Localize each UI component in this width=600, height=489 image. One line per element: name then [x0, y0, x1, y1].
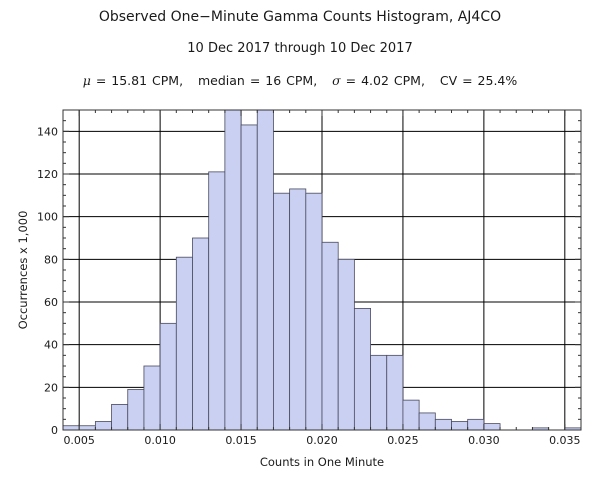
histogram-bar	[175, 256, 193, 431]
histogram-bar	[483, 423, 501, 431]
chart-subtitle: 10 Dec 2017 through 10 Dec 2017	[187, 41, 413, 56]
histogram-bar	[418, 412, 436, 431]
x-tick-labels: 0.005 0.010 0.015 0.020 0.025 0.030 0.035	[63, 434, 580, 447]
median-label: median	[197, 73, 245, 88]
mean-value: 15.81 CPM	[111, 73, 180, 88]
histogram-bar	[273, 192, 291, 431]
x-tick-label: 0.035	[549, 434, 581, 447]
median-value: 16 CPM	[265, 73, 314, 88]
histogram-bar	[467, 418, 485, 431]
histogram-bar	[94, 421, 112, 431]
histogram-bar	[370, 354, 388, 431]
histogram-bar	[208, 171, 226, 431]
cv-label: CV	[439, 73, 458, 88]
x-axis-label: Counts in One Minute	[260, 455, 384, 469]
x-tick-label: 0.010	[144, 434, 176, 447]
histogram-bar	[78, 425, 96, 431]
histogram-bar	[256, 109, 274, 431]
histogram-bar	[289, 188, 307, 431]
y-axis-label: Occurrences x 1,000	[16, 211, 30, 330]
y-tick-label: 120	[37, 168, 58, 181]
histogram-bars	[62, 109, 582, 431]
x-tick-label: 0.025	[387, 434, 419, 447]
y-tick-label: 20	[44, 381, 58, 394]
histogram-bar	[353, 307, 371, 431]
histogram-bar	[240, 124, 258, 431]
histogram-bar	[337, 258, 355, 431]
y-tick-label: 100	[37, 211, 58, 224]
grid-lines	[63, 110, 581, 430]
x-tick-label: 0.020	[306, 434, 338, 447]
histogram-bar	[143, 365, 161, 431]
histogram-bar	[111, 403, 129, 431]
histogram-bar	[159, 322, 177, 431]
histogram-bar	[402, 399, 420, 431]
histogram-bar	[434, 418, 452, 431]
chart-stats: μ = 15.81 CPM, median = 16 CPM, σ = 4.02…	[82, 73, 518, 88]
histogram-bar	[192, 237, 210, 431]
y-tick-label: 140	[37, 125, 58, 138]
histogram-bar	[224, 109, 242, 431]
y-tick-labels: 0 20 40 60 80 100 120 140	[37, 125, 58, 437]
y-tick-label: 40	[44, 339, 58, 352]
y-tick-label: 80	[44, 253, 58, 266]
histogram-bar	[127, 389, 145, 431]
histogram-bar	[62, 425, 80, 431]
histogram-bar	[386, 354, 404, 431]
histogram-bar	[305, 192, 323, 431]
mean-symbol: μ	[82, 73, 91, 88]
chart-title: Observed One−Minute Gamma Counts Histogr…	[98, 9, 502, 25]
histogram-bar	[321, 241, 339, 431]
sigma-symbol: σ	[332, 73, 341, 88]
sigma-value: 4.02 CPM	[361, 73, 421, 88]
y-tick-label: 0	[51, 424, 58, 437]
cv-value: 25.4%	[477, 73, 518, 88]
x-tick-label: 0.015	[225, 434, 257, 447]
y-tick-label: 60	[44, 296, 58, 309]
x-tick-label: 0.005	[63, 434, 95, 447]
x-tick-label: 0.030	[468, 434, 500, 447]
axis-ticks	[62, 109, 582, 431]
histogram-bar	[451, 421, 469, 431]
